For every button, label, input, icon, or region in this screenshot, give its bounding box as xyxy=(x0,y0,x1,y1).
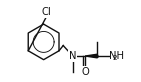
Text: NH: NH xyxy=(109,51,124,61)
Polygon shape xyxy=(85,54,97,58)
Text: O: O xyxy=(81,67,89,77)
Text: N: N xyxy=(69,51,77,61)
Text: 2: 2 xyxy=(112,55,117,61)
Text: Cl: Cl xyxy=(41,7,51,17)
